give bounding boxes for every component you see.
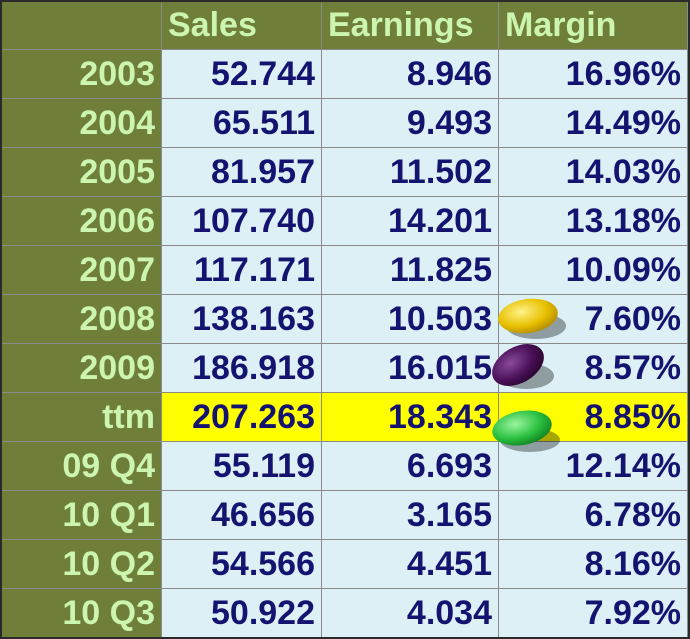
cell: 11.502 xyxy=(322,148,499,197)
row-label: 2007 xyxy=(2,246,162,295)
cell: 12.14% xyxy=(499,442,688,491)
row-label: 2004 xyxy=(2,99,162,148)
cell: 14.201 xyxy=(322,197,499,246)
cell: 16.96% xyxy=(499,50,688,99)
cell: 14.49% xyxy=(499,99,688,148)
row-label: 2003 xyxy=(2,50,162,99)
column-header xyxy=(2,2,162,50)
cell: 54.566 xyxy=(162,540,322,589)
cell: 13.18% xyxy=(499,197,688,246)
cell: 16.015 xyxy=(322,344,499,393)
cell: 3.165 xyxy=(322,491,499,540)
row-label: 2008 xyxy=(2,295,162,344)
cell: 6.78% xyxy=(499,491,688,540)
row-label: 2006 xyxy=(2,197,162,246)
cell: 8.946 xyxy=(322,50,499,99)
cell: 107.740 xyxy=(162,197,322,246)
cell: 7.60% xyxy=(499,295,688,344)
cell: 117.171 xyxy=(162,246,322,295)
row-label: 10 Q1 xyxy=(2,491,162,540)
cell: 9.493 xyxy=(322,99,499,148)
cell: 11.825 xyxy=(322,246,499,295)
cell: 7.92% xyxy=(499,589,688,637)
cell: 4.034 xyxy=(322,589,499,637)
cell: 10.503 xyxy=(322,295,499,344)
cell: 8.16% xyxy=(499,540,688,589)
cell: 186.918 xyxy=(162,344,322,393)
cell: 14.03% xyxy=(499,148,688,197)
cell: 52.744 xyxy=(162,50,322,99)
column-header: Margin xyxy=(499,2,688,50)
row-label: 2005 xyxy=(2,148,162,197)
cell: 55.119 xyxy=(162,442,322,491)
cell: 50.922 xyxy=(162,589,322,637)
cell: 207.263 xyxy=(162,393,322,442)
cell: 8.85% xyxy=(499,393,688,442)
cell: 10.09% xyxy=(499,246,688,295)
cell: 6.693 xyxy=(322,442,499,491)
cell: 81.957 xyxy=(162,148,322,197)
cell: 8.57% xyxy=(499,344,688,393)
cell: 18.343 xyxy=(322,393,499,442)
cell: 138.163 xyxy=(162,295,322,344)
row-label: 10 Q3 xyxy=(2,589,162,637)
cell: 4.451 xyxy=(322,540,499,589)
cell: 65.511 xyxy=(162,99,322,148)
column-header: Sales xyxy=(162,2,322,50)
column-header: Earnings xyxy=(322,2,499,50)
row-label: 2009 xyxy=(2,344,162,393)
row-label: 10 Q2 xyxy=(2,540,162,589)
row-label: ttm xyxy=(2,393,162,442)
cell: 46.656 xyxy=(162,491,322,540)
row-label: 09 Q4 xyxy=(2,442,162,491)
